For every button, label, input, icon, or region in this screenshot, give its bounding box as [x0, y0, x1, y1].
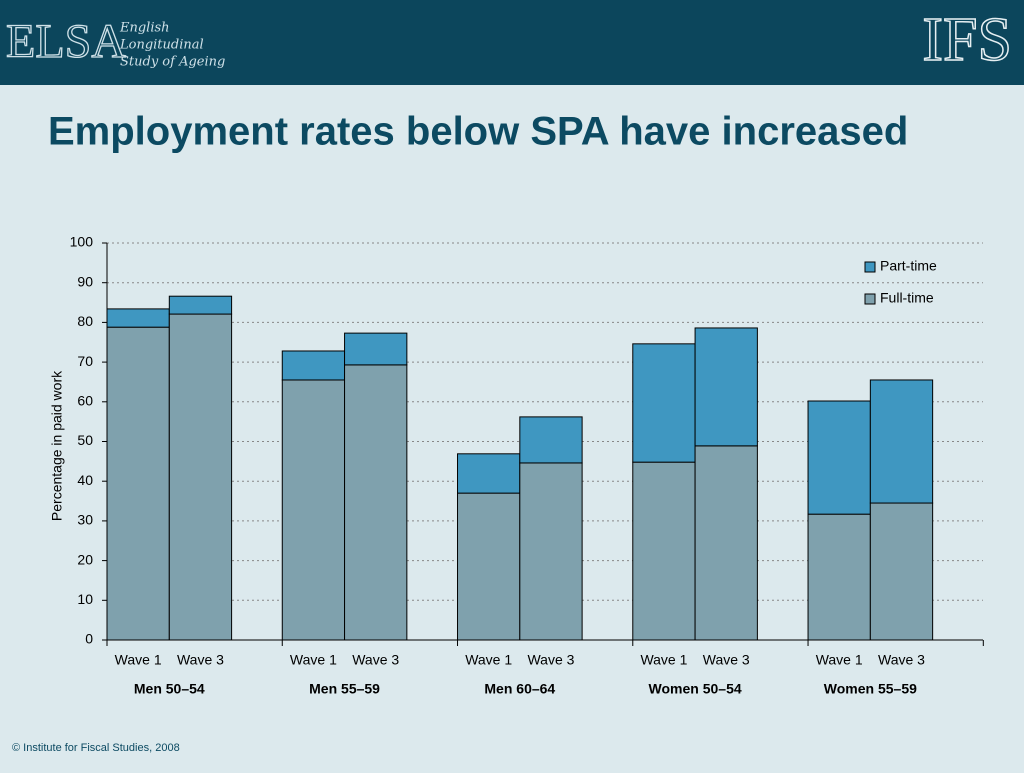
- bar-segment: [106, 308, 170, 328]
- group-label: Men 60–64: [484, 681, 555, 697]
- group-label: Men 55–59: [309, 681, 380, 697]
- y-tick-label: 70: [77, 353, 93, 369]
- bar-segment: [869, 379, 934, 504]
- legend-label: Full-time: [880, 290, 934, 306]
- legend-swatch: [864, 261, 876, 273]
- bar-segment: [106, 326, 170, 641]
- x-tick-label: Wave 1: [290, 652, 337, 668]
- y-axis-label: Percentage in paid work: [49, 370, 65, 521]
- bar-segment: [869, 502, 934, 641]
- bar-segment: [632, 461, 696, 641]
- y-tick-label: 80: [77, 313, 93, 329]
- y-tick-label: 100: [70, 234, 94, 250]
- ifs-logo: IFS: [922, 6, 1012, 74]
- bar-segment: [457, 492, 521, 641]
- y-tick-label: 10: [77, 591, 93, 607]
- bar-segment: [694, 445, 758, 641]
- slide-title: Employment rates below SPA have increase…: [48, 110, 908, 154]
- footer: © Institute for Fiscal Studies, 2008: [12, 742, 180, 754]
- x-tick-label: Wave 1: [640, 652, 687, 668]
- x-tick-label: Wave 1: [115, 652, 162, 668]
- x-tick-label: Wave 1: [816, 652, 863, 668]
- logo-line: Longitudinal: [119, 38, 204, 53]
- bar-segment: [344, 364, 408, 641]
- bar-segment: [632, 343, 696, 463]
- bar-segment: [281, 350, 346, 381]
- y-tick-label: 30: [77, 512, 93, 528]
- bar-segment: [807, 400, 871, 515]
- bar-segment: [694, 327, 758, 447]
- logo-line: Study of Ageing: [120, 55, 225, 70]
- y-tick-label: 40: [77, 472, 93, 488]
- legend-swatch: [864, 293, 876, 305]
- group-label: Women 50–54: [649, 681, 742, 697]
- y-tick-label: 0: [85, 631, 93, 647]
- x-tick-label: Wave 3: [352, 652, 399, 668]
- legend-label: Part-time: [880, 258, 937, 274]
- x-tick-label: Wave 3: [878, 652, 925, 668]
- logo-line: English: [119, 21, 170, 36]
- x-tick-label: Wave 3: [177, 652, 224, 668]
- bar-segment: [168, 295, 233, 315]
- group-label: Men 50–54: [134, 681, 205, 697]
- y-tick-label: 50: [77, 432, 93, 448]
- group-label: Women 55–59: [824, 681, 917, 697]
- y-tick-label: 60: [77, 393, 93, 409]
- elsa-logo: ELSA: [6, 15, 126, 68]
- y-tick-label: 90: [77, 273, 93, 289]
- bar-segment: [168, 313, 233, 641]
- x-tick-label: Wave 3: [703, 652, 750, 668]
- bar-segment: [807, 513, 871, 641]
- header-band: [0, 0, 1024, 85]
- bar-segment: [519, 416, 583, 464]
- bar-segment: [457, 453, 521, 494]
- bar-segment: [344, 332, 408, 366]
- bar-segment: [519, 462, 583, 641]
- bar-segment: [281, 379, 346, 641]
- y-tick-label: 20: [77, 551, 93, 567]
- x-tick-label: Wave 3: [527, 652, 574, 668]
- x-tick-label: Wave 1: [465, 652, 512, 668]
